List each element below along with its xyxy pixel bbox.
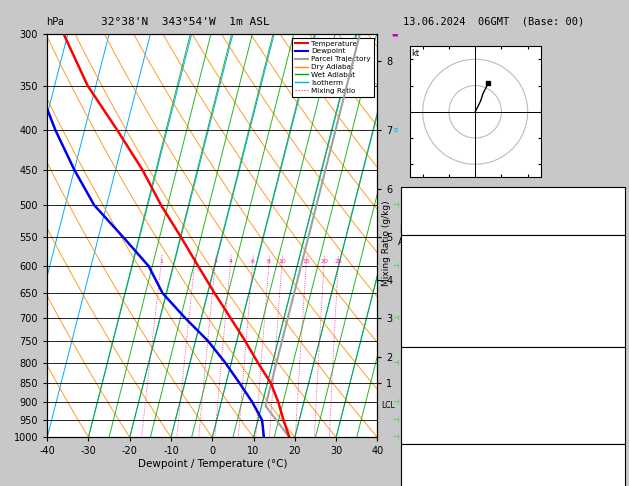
Text: Lifted Index: Lifted Index — [406, 399, 462, 408]
Text: Dewp (°C): Dewp (°C) — [406, 271, 455, 280]
Text: ⊣: ⊣ — [392, 202, 398, 208]
Text: Totals Totals: Totals Totals — [406, 207, 464, 216]
Text: θe(K): θe(K) — [406, 287, 431, 296]
Text: 0: 0 — [615, 415, 621, 424]
Text: kt: kt — [411, 49, 419, 58]
Text: CAPE (J): CAPE (J) — [406, 415, 444, 424]
Text: EH: EH — [406, 463, 419, 472]
Text: hPa: hPa — [46, 17, 64, 27]
Text: Hodograph: Hodograph — [484, 447, 542, 456]
Text: ⊣: ⊣ — [392, 263, 398, 269]
Text: 13.06.2024  06GMT  (Base: 00): 13.06.2024 06GMT (Base: 00) — [403, 17, 584, 27]
Text: ⊣: ⊣ — [392, 434, 398, 440]
Text: LCL: LCL — [382, 401, 395, 410]
Text: 2: 2 — [192, 259, 196, 264]
Text: 1.18: 1.18 — [600, 223, 621, 232]
Text: K: K — [406, 191, 413, 200]
Text: Lifted Index: Lifted Index — [406, 303, 462, 312]
X-axis label: Dewpoint / Temperature (°C): Dewpoint / Temperature (°C) — [138, 459, 287, 469]
Text: CAPE (J): CAPE (J) — [406, 319, 444, 328]
Text: ▬: ▬ — [392, 31, 398, 37]
Text: 0: 0 — [615, 431, 621, 440]
Text: CIN (J): CIN (J) — [406, 335, 436, 344]
Text: Pressure (mb): Pressure (mb) — [406, 367, 473, 376]
Y-axis label: km
ASL: km ASL — [398, 225, 416, 246]
Text: 32°38'N  343°54'W  1m ASL: 32°38'N 343°54'W 1m ASL — [101, 17, 269, 27]
Text: Mixing Ratio (g/kg): Mixing Ratio (g/kg) — [382, 200, 391, 286]
Text: 0: 0 — [615, 319, 621, 328]
Text: 6: 6 — [250, 259, 254, 264]
Text: ≡: ≡ — [392, 127, 398, 133]
Text: 23: 23 — [609, 463, 621, 472]
Text: Temp (°C): Temp (°C) — [406, 255, 454, 264]
Text: 21: 21 — [609, 207, 621, 216]
Legend: Temperature, Dewpoint, Parcel Trajectory, Dry Adiabat, Wet Adiabat, Isotherm, Mi: Temperature, Dewpoint, Parcel Trajectory… — [292, 37, 374, 97]
Text: 20: 20 — [320, 259, 328, 264]
Text: ⊣: ⊣ — [392, 399, 398, 405]
Text: 25: 25 — [334, 259, 342, 264]
Text: ⊣: ⊣ — [392, 315, 398, 321]
Text: 12.5: 12.5 — [600, 271, 621, 280]
Text: ⊣: ⊣ — [392, 417, 398, 423]
Text: 1: 1 — [615, 479, 621, 486]
Text: 0: 0 — [615, 335, 621, 344]
Text: 9: 9 — [615, 303, 621, 312]
Text: 15: 15 — [303, 259, 310, 264]
Text: CIN (J): CIN (J) — [406, 431, 436, 440]
Text: 1: 1 — [159, 259, 163, 264]
Text: 10: 10 — [278, 259, 286, 264]
Text: θe (K): θe (K) — [406, 383, 435, 392]
Text: 315: 315 — [603, 287, 621, 296]
Text: -30: -30 — [605, 191, 621, 200]
Text: ⊣: ⊣ — [392, 360, 398, 365]
Text: Surface: Surface — [493, 239, 533, 248]
Text: 8: 8 — [267, 259, 270, 264]
Text: 315: 315 — [603, 383, 621, 392]
Text: 9: 9 — [615, 399, 621, 408]
Text: © weatheronline.co.uk: © weatheronline.co.uk — [421, 471, 535, 480]
Text: 4: 4 — [228, 259, 232, 264]
Text: 18.7: 18.7 — [600, 255, 621, 264]
Text: SREH: SREH — [406, 479, 432, 486]
Text: 1024: 1024 — [597, 367, 621, 376]
Text: PW (cm): PW (cm) — [406, 223, 447, 232]
Text: 3: 3 — [213, 259, 217, 264]
Text: Most Unstable: Most Unstable — [474, 351, 552, 360]
